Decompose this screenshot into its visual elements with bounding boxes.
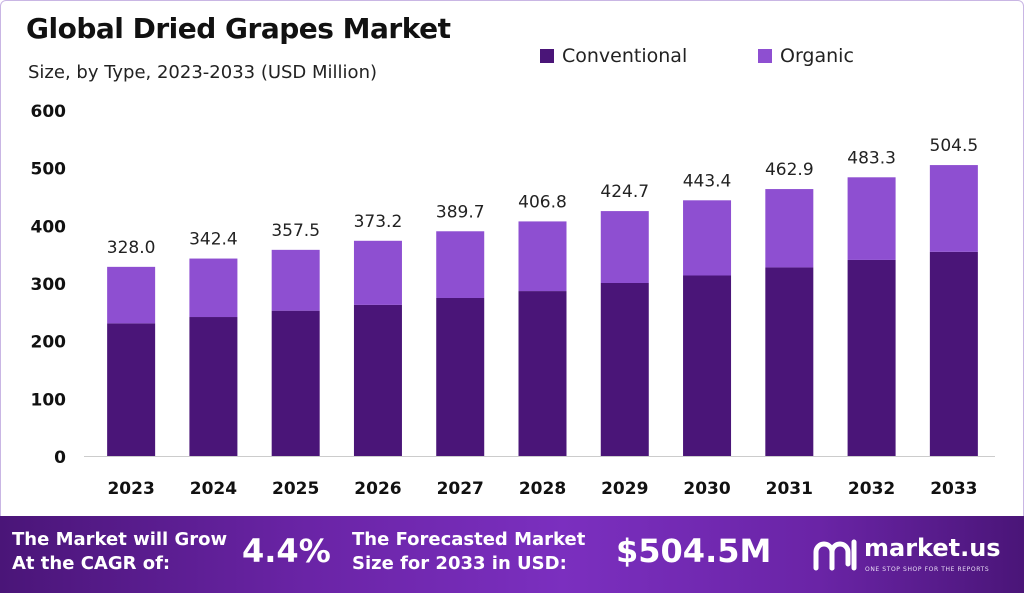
data-label-total-2030: 443.4 bbox=[683, 171, 732, 191]
x-tick-label-2029: 2029 bbox=[601, 479, 648, 499]
bar-organic-2028 bbox=[518, 221, 567, 292]
bar-organic-2024 bbox=[189, 258, 238, 318]
cagr-caption-line2: At the CAGR of: bbox=[12, 553, 171, 574]
legend-item-conventional: Conventional bbox=[540, 44, 687, 68]
brand-name: market.us bbox=[864, 534, 1001, 562]
data-label-total-2026: 373.2 bbox=[354, 212, 403, 232]
y-tick-label: 100 bbox=[31, 390, 67, 410]
legend-swatch-conventional bbox=[540, 49, 554, 63]
bar-conventional-2027 bbox=[436, 297, 485, 456]
x-tick-label-2023: 2023 bbox=[107, 479, 154, 499]
bar-conventional-2023 bbox=[107, 323, 156, 456]
chart-title: Global Dried Grapes Market bbox=[26, 12, 451, 45]
x-tick-label-2028: 2028 bbox=[519, 479, 566, 499]
bar-organic-2032 bbox=[847, 177, 896, 260]
y-tick-label: 600 bbox=[31, 102, 67, 122]
stacked-bar-chart: 0 100 200 300 400 500 600 328.0 2023 342.4 2024 357… bbox=[31, 102, 995, 499]
bar-organic-2023 bbox=[107, 266, 156, 324]
bar-conventional-2032 bbox=[847, 259, 896, 456]
bar-organic-2033 bbox=[929, 165, 978, 252]
data-label-total-2028: 406.8 bbox=[518, 192, 567, 212]
forecast-caption-line2: Size for 2033 in USD: bbox=[352, 553, 567, 574]
bar-conventional-2029 bbox=[600, 283, 649, 456]
bar-conventional-2033 bbox=[929, 251, 978, 456]
x-tick-label-2027: 2027 bbox=[437, 479, 484, 499]
x-tick-label-2032: 2032 bbox=[848, 479, 895, 499]
legend-swatch-organic bbox=[758, 49, 772, 63]
brand-tagline: ONE STOP SHOP FOR THE REPORTS bbox=[865, 566, 990, 573]
data-label-total-2025: 357.5 bbox=[271, 221, 320, 241]
bar-organic-2031 bbox=[765, 189, 814, 268]
x-tick-label-2025: 2025 bbox=[272, 479, 319, 499]
x-tick-label-2033: 2033 bbox=[930, 479, 977, 499]
bar-organic-2027 bbox=[436, 231, 485, 298]
data-label-total-2029: 424.7 bbox=[600, 182, 649, 202]
data-label-total-2023: 328.0 bbox=[107, 238, 156, 258]
data-label-total-2032: 483.3 bbox=[847, 148, 896, 168]
brand-logo-icon bbox=[813, 539, 857, 571]
forecast-value: $504.5M bbox=[616, 532, 772, 570]
forecast-caption-line1: The Forecasted Market bbox=[352, 529, 586, 550]
bar-conventional-2030 bbox=[683, 275, 732, 456]
legend-label-conventional: Conventional bbox=[562, 45, 688, 67]
data-label-total-2031: 462.9 bbox=[765, 160, 814, 180]
bar-conventional-2028 bbox=[518, 291, 567, 456]
legend-item-organic: Organic bbox=[758, 44, 854, 68]
x-tick-label-2031: 2031 bbox=[766, 479, 813, 499]
y-tick-label: 200 bbox=[31, 333, 67, 353]
data-label-total-2027: 389.7 bbox=[436, 202, 485, 222]
cagr-value: 4.4% bbox=[242, 532, 331, 570]
x-tick-label-2024: 2024 bbox=[190, 479, 237, 499]
data-label-total-2033: 504.5 bbox=[930, 136, 979, 156]
y-tick-label: 400 bbox=[31, 217, 67, 237]
cagr-caption-line1: The Market will Grow bbox=[12, 529, 228, 550]
chart-subtitle: Size, by Type, 2023-2033 (USD Million) bbox=[28, 62, 377, 83]
bar-conventional-2026 bbox=[353, 304, 402, 456]
bar-organic-2025 bbox=[271, 249, 320, 311]
legend-label-organic: Organic bbox=[780, 45, 854, 67]
bar-conventional-2025 bbox=[271, 310, 320, 456]
forecast-caption: The Forecasted Market Size for 2033 in U… bbox=[352, 528, 585, 576]
bar-organic-2030 bbox=[683, 200, 732, 276]
y-tick-label: 0 bbox=[54, 448, 66, 468]
brand-logo: market.us ONE STOP SHOP FOR THE REPORTS bbox=[812, 528, 1012, 582]
bar-conventional-2031 bbox=[765, 267, 814, 456]
y-tick-label: 300 bbox=[31, 275, 67, 295]
y-tick-label: 500 bbox=[31, 160, 67, 180]
footer-banner: The Market will Grow At the CAGR of: 4.4… bbox=[0, 516, 1024, 593]
cagr-caption: The Market will Grow At the CAGR of: bbox=[12, 528, 227, 576]
bar-organic-2029 bbox=[600, 211, 649, 283]
bar-conventional-2024 bbox=[189, 317, 238, 456]
x-tick-label-2030: 2030 bbox=[683, 479, 730, 499]
x-tick-label-2026: 2026 bbox=[354, 479, 401, 499]
bar-organic-2026 bbox=[353, 240, 402, 305]
data-label-total-2024: 342.4 bbox=[189, 230, 238, 250]
